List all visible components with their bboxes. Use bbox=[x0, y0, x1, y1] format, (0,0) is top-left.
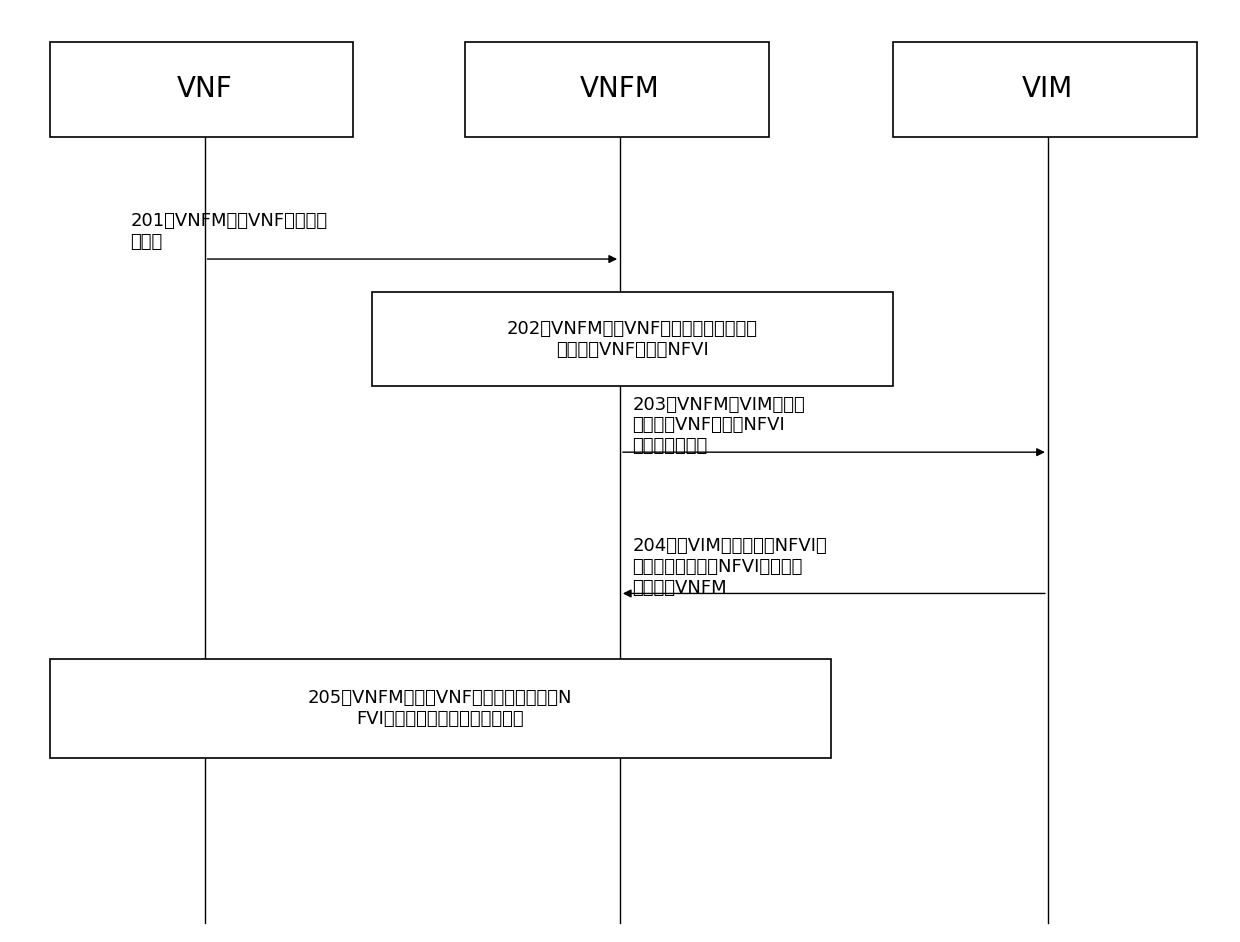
Bar bbox=[893, 42, 1197, 137]
Text: 204、当VIM检测到所述NFVI存
在故障时，将所述NFVI的故障信
息发送给VNFM: 204、当VIM检测到所述NFVI存 在故障时，将所述NFVI的故障信 息发送给… bbox=[632, 537, 827, 596]
Text: VNFM: VNFM bbox=[580, 75, 660, 104]
Text: 201、VNFM接收VNF发送的故
障信息: 201、VNFM接收VNF发送的故 障信息 bbox=[130, 212, 327, 251]
Bar bbox=[465, 42, 769, 137]
Text: VNF: VNF bbox=[177, 75, 232, 104]
Text: 202、VNFM根据VNF发送的故障信息，确
定与所述VNF关联的NFVI: 202、VNFM根据VNF发送的故障信息，确 定与所述VNF关联的NFVI bbox=[507, 319, 758, 359]
Bar bbox=[372, 292, 893, 386]
Text: VIM: VIM bbox=[1022, 75, 1074, 104]
Text: 205、VNFM对所述VNF的故障信息和所述N
FVI的故障信息进行故障关联分析: 205、VNFM对所述VNF的故障信息和所述N FVI的故障信息进行故障关联分析 bbox=[308, 689, 573, 728]
Text: 203、VNFM向VIM发送查
询与所述VNF关联的NFVI
的故障检测命令: 203、VNFM向VIM发送查 询与所述VNF关联的NFVI 的故障检测命令 bbox=[632, 396, 805, 455]
Bar bbox=[50, 42, 353, 137]
Bar bbox=[50, 659, 831, 758]
